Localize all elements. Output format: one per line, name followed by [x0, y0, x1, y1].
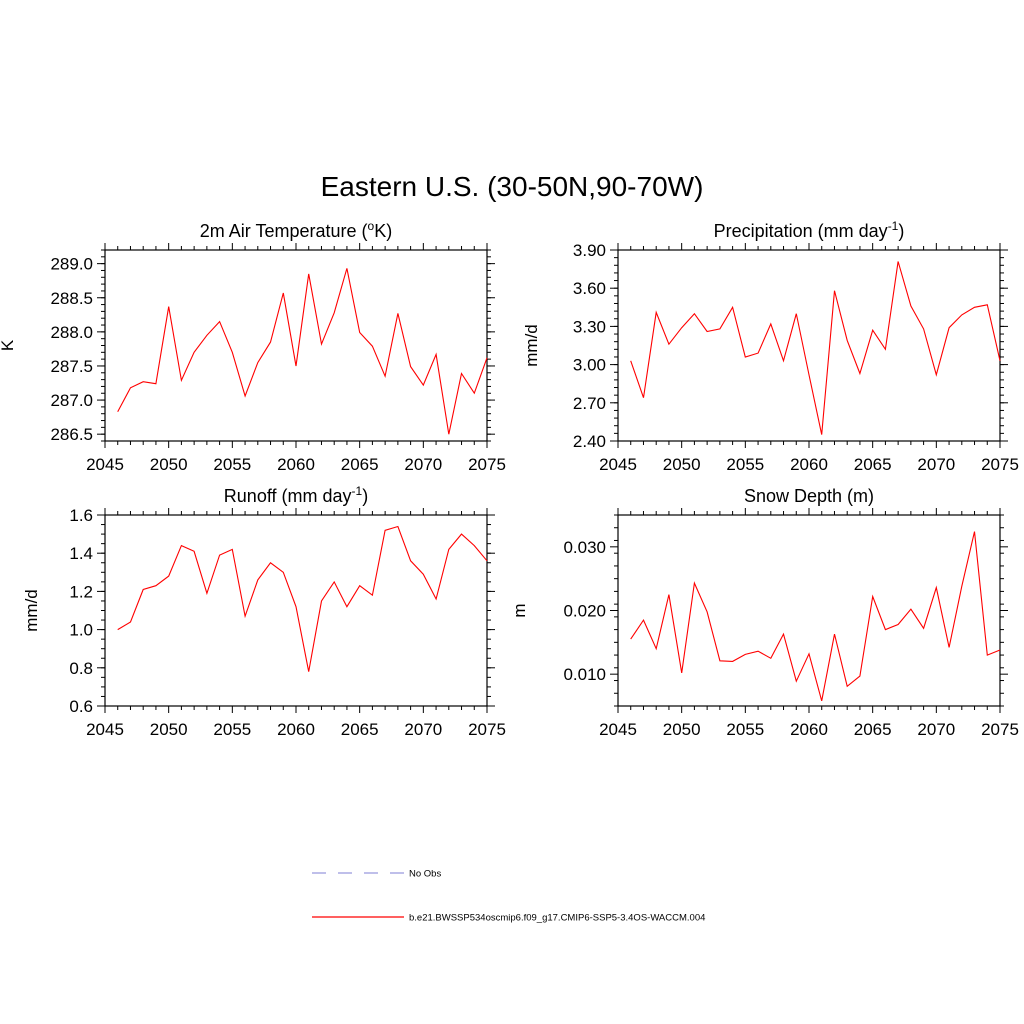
x-tick-label: 2070	[917, 720, 955, 739]
series-line	[117, 525, 488, 672]
x-tick-label: 2075	[468, 720, 506, 739]
y-tick-label: 288.5	[50, 289, 93, 308]
panel-precipitation: 2045 2050 2055 2060 2065 2070 2075 2.40 2.70 3.00…	[522, 219, 1019, 474]
y-tick-label: 1.4	[69, 544, 93, 563]
y-tick-label: 289.0	[50, 255, 93, 274]
x-tick-label: 2055	[726, 720, 764, 739]
series-line	[630, 261, 1001, 435]
y-tick-label: 288.0	[50, 323, 93, 342]
legend: No Obs b.e21.BWSSP534oscmip6.f09_g17.CMI…	[312, 869, 705, 924]
y-axis-label: m	[510, 603, 529, 617]
y-tick-label: 0.6	[69, 697, 93, 716]
y-tick-label: 3.00	[573, 356, 606, 375]
y-tick-label: 3.60	[573, 279, 606, 298]
panel-title: Precipitation (mm day-1)	[714, 219, 905, 241]
y-axis-label: K	[0, 339, 17, 351]
y-tick-label: 0.030	[563, 538, 606, 557]
x-tick-label: 2055	[213, 455, 251, 474]
y-tick-label: 2.70	[573, 394, 606, 413]
panel-title: Runoff (mm day-1)	[224, 484, 368, 506]
x-tick-label: 2045	[86, 720, 124, 739]
y-tick-label: 2.40	[573, 432, 606, 451]
x-tick-label: 2050	[150, 455, 188, 474]
panel-snow-depth: 2045 2050 2055 2060 2065 2070 2075 0.010 0.020 0.…	[510, 486, 1019, 739]
x-tick-label: 2060	[277, 720, 315, 739]
x-tick-label: 2065	[854, 455, 892, 474]
y-tick-label: 287.5	[50, 357, 93, 376]
x-tick-label: 2050	[150, 720, 188, 739]
legend-label-no-obs: No Obs	[409, 869, 441, 880]
x-tick-label: 2075	[468, 455, 506, 474]
x-tick-label: 2070	[404, 455, 442, 474]
legend-label-model: b.e21.BWSSP534oscmip6.f09_g17.CMIP6-SSP5…	[409, 913, 705, 924]
y-axis-label: mm/d	[522, 324, 541, 367]
panel-title: 2m Air Temperature (oK)	[200, 219, 392, 241]
x-tick-label: 2065	[341, 720, 379, 739]
y-tick-label: 1.6	[69, 506, 93, 525]
x-tick-label: 2070	[404, 720, 442, 739]
y-tick-label: 287.0	[50, 391, 93, 410]
panel-title: Snow Depth (m)	[744, 486, 874, 506]
x-tick-label: 2060	[790, 720, 828, 739]
y-axis-label: mm/d	[22, 589, 41, 632]
y-tick-label: 0.8	[69, 659, 93, 678]
plot-frame	[617, 249, 1001, 442]
series-line	[117, 268, 488, 435]
x-tick-label: 2075	[981, 720, 1019, 739]
x-tick-label: 2065	[854, 720, 892, 739]
figure-title: Eastern U.S. (30-50N,90-70W)	[321, 171, 704, 202]
x-tick-label: 2075	[981, 455, 1019, 474]
series-line	[630, 531, 1001, 702]
x-tick-label: 2045	[599, 455, 637, 474]
x-tick-label: 2045	[599, 720, 637, 739]
x-tick-label: 2060	[790, 455, 828, 474]
x-tick-label: 2055	[213, 720, 251, 739]
x-tick-label: 2070	[917, 455, 955, 474]
x-tick-label: 2065	[341, 455, 379, 474]
plot-frame	[617, 514, 1001, 707]
x-tick-label: 2050	[663, 455, 701, 474]
y-tick-label: 1.2	[69, 582, 93, 601]
y-tick-label: 0.010	[563, 665, 606, 684]
y-tick-label: 3.90	[573, 241, 606, 260]
panel-air-temperature: 2045 2050 2055 2060 2065 2070 2075 286.5 287.0 28…	[0, 219, 506, 474]
x-tick-label: 2060	[277, 455, 315, 474]
y-tick-label: 3.30	[573, 317, 606, 336]
x-tick-label: 2045	[86, 455, 124, 474]
plot-frame	[104, 514, 488, 707]
panel-runoff: 2045 2050 2055 2060 2065 2070 2075 0.6 0.8 1.0 1.2…	[22, 484, 506, 739]
x-tick-label: 2050	[663, 720, 701, 739]
y-tick-label: 0.020	[563, 602, 606, 621]
y-tick-label: 286.5	[50, 425, 93, 444]
y-tick-label: 1.0	[69, 621, 93, 640]
x-tick-label: 2055	[726, 455, 764, 474]
